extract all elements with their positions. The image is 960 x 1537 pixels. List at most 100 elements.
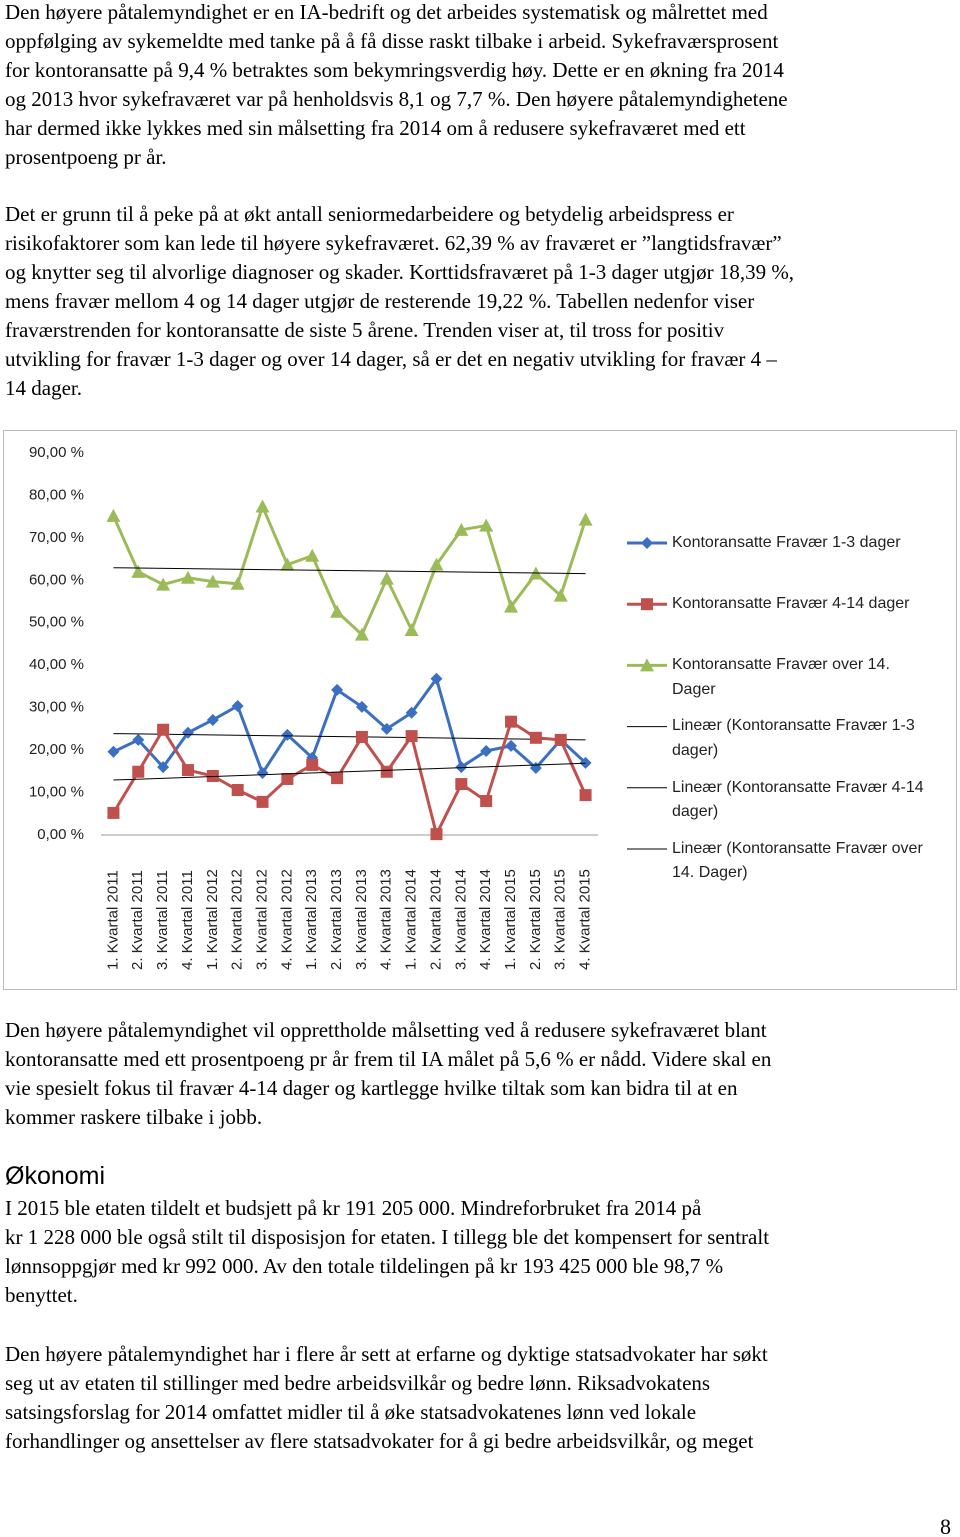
x-tick-label: 4. Kvartal 2011 [179, 870, 196, 970]
legend-entry: Lineær (Kontoransatte Fravær 1-3 dager) [672, 717, 915, 759]
text-line: og 2013 hvor sykefraværet var på henhold… [5, 87, 788, 111]
text-line: Den høyere påtalemyndighet er en IA-bedr… [5, 0, 768, 24]
data-point [455, 761, 468, 774]
text-line: Den høyere påtalemyndighet har i flere å… [5, 1342, 768, 1366]
text-line: kontoransatte med ett prosentpoeng pr år… [5, 1047, 772, 1071]
y-tick-label: 30,00 % [29, 699, 84, 716]
text-line: benyttet. [5, 1283, 78, 1307]
data-point [230, 576, 245, 590]
y-tick-label: 90,00 % [29, 444, 84, 461]
data-point [404, 622, 419, 636]
data-point [231, 784, 244, 797]
paragraph: Den høyere påtalemyndighet er en IA-bedr… [5, 0, 788, 172]
text-line: oppfølging av sykemeldte med tanke på å … [5, 29, 779, 53]
series-line [112, 502, 588, 638]
data-point [380, 722, 393, 735]
data-point [205, 574, 220, 588]
x-tick-label: 3. Kvartal 2012 [253, 869, 270, 970]
x-tick-label: 2. Kvartal 2014 [427, 869, 444, 970]
x-tick-label: 1. Kvartal 2013 [303, 869, 320, 970]
data-point [157, 723, 170, 736]
data-point [256, 795, 269, 808]
paragraph: Den høyere påtalemyndighet vil opprettho… [5, 1016, 771, 1132]
data-point [578, 512, 593, 526]
x-tick-label: 3. Kvartal 2015 [552, 869, 569, 970]
page-number: 8 [940, 1514, 951, 1537]
trend-line [113, 762, 586, 781]
text-line: risikofaktorer som kan lede til høyere s… [5, 231, 782, 255]
data-point [331, 683, 344, 696]
chart-frame [3, 430, 957, 990]
legend-marker [640, 658, 654, 672]
text-line: forhandlinger og ansettelser av flere st… [5, 1429, 754, 1453]
x-tick-label: 3. Kvartal 2011 [154, 870, 171, 970]
text-line: fraværstrenden for kontoransatte de sist… [5, 318, 725, 342]
data-point [181, 726, 194, 739]
legend-entry: Kontoransatte Fravær over 14. Dager [672, 656, 890, 698]
text-line: utvikling for fravær 1-3 dager og over 1… [5, 347, 777, 371]
data-point [480, 744, 493, 757]
text-line: I 2015 ble etaten tildelt et budsjett på… [5, 1196, 702, 1220]
text-line: satsingsforslag for 2014 omfattet midler… [5, 1400, 697, 1424]
data-point [256, 767, 269, 780]
legend-entry: Kontoransatte Fravær 4-14 dager [672, 594, 910, 612]
data-point [380, 765, 393, 778]
data-point [156, 577, 171, 591]
y-tick-label: 20,00 % [29, 741, 84, 758]
x-tick-label: 4. Kvartal 2013 [378, 869, 395, 970]
data-point [479, 518, 494, 532]
x-tick-label: 2. Kvartal 2015 [527, 869, 544, 970]
y-tick-label: 50,00 % [29, 614, 84, 631]
data-point [330, 604, 345, 618]
paragraph: I 2015 ble etaten tildelt et budsjett på… [5, 1194, 769, 1310]
data-point [579, 756, 592, 769]
data-point [504, 599, 519, 613]
x-tick-label: 2. Kvartal 2012 [229, 869, 246, 970]
legend-entry: Kontoransatte Fravær 1-3 dager [672, 533, 901, 551]
data-point [181, 764, 194, 777]
data-point [355, 730, 368, 743]
y-tick-label: 80,00 % [29, 486, 84, 503]
chart: 0,00 % 10,00 % 20,00 % 30,00 % 40,00 % 50,00 … [3, 430, 957, 990]
data-point [529, 731, 542, 744]
x-tick-label: 1. Kvartal 2015 [502, 869, 519, 970]
y-tick-label: 10,00 % [29, 784, 84, 801]
data-point [206, 770, 219, 783]
y-tick-label: 60,00 % [29, 571, 84, 588]
text-line: Det er grunn til å peke på at økt antall… [5, 202, 734, 226]
data-point [579, 789, 592, 802]
y-tick-label: 40,00 % [29, 656, 84, 673]
text-line: 14 dager. [5, 376, 82, 400]
legend-marker [641, 537, 653, 549]
heading: Økonomi [5, 1162, 106, 1190]
data-point [405, 730, 418, 743]
x-tick-label: 4. Kvartal 2012 [278, 869, 295, 970]
data-point [157, 761, 170, 774]
data-point [429, 557, 444, 571]
data-point [281, 728, 294, 741]
data-point [355, 700, 368, 713]
text-line: kr 1 228 000 ble også stilt til disposis… [5, 1225, 770, 1249]
data-point [306, 758, 319, 771]
text-line: prosentpoeng pr år. [5, 145, 167, 169]
trend-line [113, 567, 586, 575]
data-point [554, 733, 567, 746]
data-point [131, 564, 146, 578]
data-point [255, 499, 270, 513]
data-point [505, 715, 518, 728]
x-tick-label: 4. Kvartal 2015 [577, 869, 594, 970]
text-line: og knytter seg til alvorlige diagnoser o… [5, 260, 795, 284]
text-line: har dermed ikke lykkes med sin målsettin… [5, 116, 746, 140]
x-tick-label: 1. Kvartal 2014 [403, 869, 420, 970]
data-point [280, 557, 295, 571]
x-tick-label: 1. Kvartal 2011 [104, 870, 121, 970]
data-point [106, 508, 121, 522]
y-tick-label: 70,00 % [29, 529, 84, 546]
text-line: kommer raskere tilbake i jobb. [5, 1105, 263, 1129]
data-point [132, 733, 145, 746]
text-line: Den høyere påtalemyndighet vil opprettho… [5, 1018, 767, 1042]
data-point [480, 795, 493, 808]
data-point [455, 778, 468, 791]
paragraph: Det er grunn til å peke på at økt antall… [5, 200, 794, 403]
x-tick-label: 1. Kvartal 2012 [204, 869, 221, 970]
